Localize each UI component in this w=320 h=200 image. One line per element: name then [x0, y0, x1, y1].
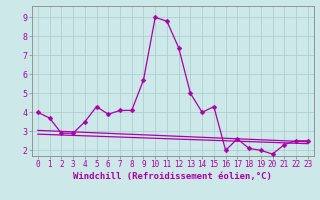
- X-axis label: Windchill (Refroidissement éolien,°C): Windchill (Refroidissement éolien,°C): [73, 172, 272, 181]
